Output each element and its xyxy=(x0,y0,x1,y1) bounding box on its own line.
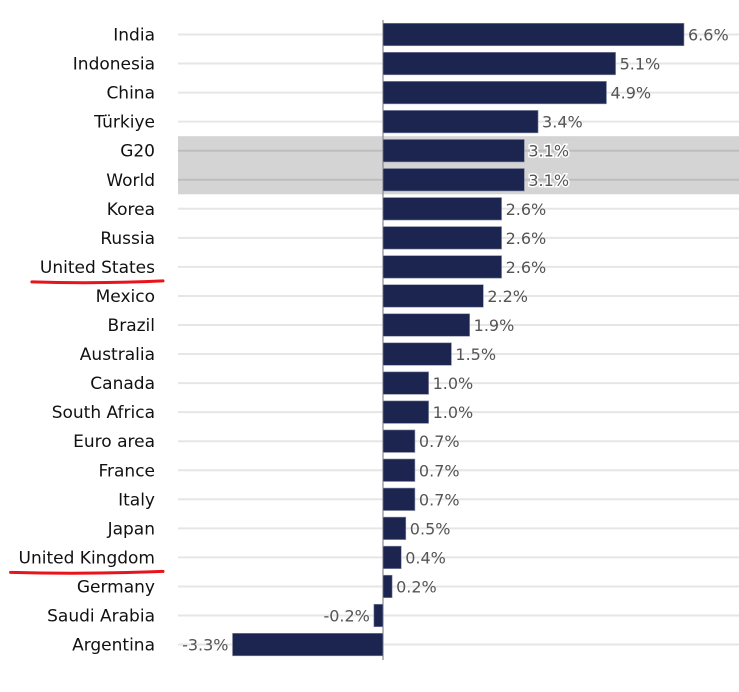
bar xyxy=(232,632,384,657)
category-label: Saudi Arabia xyxy=(47,607,155,627)
category-label: France xyxy=(98,461,155,481)
bar xyxy=(382,139,525,163)
data-label: 2.6% xyxy=(506,229,547,248)
data-label: 0.7% xyxy=(419,432,460,451)
data-label: 0.7% xyxy=(419,461,460,480)
data-label: 1.5% xyxy=(455,345,496,364)
bar xyxy=(382,168,525,192)
bar xyxy=(382,313,470,337)
category-label: Korea xyxy=(107,200,155,220)
category-label: G20 xyxy=(120,142,155,162)
bar xyxy=(382,81,607,105)
bar xyxy=(382,51,616,76)
bar xyxy=(382,429,416,453)
bar xyxy=(382,342,452,366)
bar xyxy=(382,284,484,308)
bar xyxy=(382,487,416,511)
category-label: Indonesia xyxy=(73,55,155,75)
data-label: 3.1% xyxy=(528,142,569,161)
bar xyxy=(382,516,407,540)
bar xyxy=(382,255,502,279)
red-underline xyxy=(30,279,165,285)
data-label: 1.9% xyxy=(474,316,515,335)
category-label: South Africa xyxy=(52,403,155,423)
bar xyxy=(382,458,416,482)
category-label: Brazil xyxy=(108,316,155,336)
bar xyxy=(382,110,539,134)
data-label: 2.6% xyxy=(506,258,547,277)
category-label: Japan xyxy=(107,519,155,539)
category-label: Argentina xyxy=(72,636,155,656)
category-label: India xyxy=(113,26,155,46)
bar xyxy=(382,574,393,599)
data-label: 0.7% xyxy=(419,490,460,509)
data-label: 1.0% xyxy=(433,374,474,393)
data-label: 3.4% xyxy=(542,113,583,132)
bar xyxy=(382,371,429,395)
data-label: -0.2% xyxy=(323,607,369,626)
data-label: 0.5% xyxy=(410,519,451,538)
data-label: 2.6% xyxy=(506,200,547,219)
category-label: Italy xyxy=(118,490,155,510)
category-label: World xyxy=(106,171,155,191)
category-label: United Kingdom xyxy=(19,548,155,568)
bar xyxy=(373,603,384,628)
bar xyxy=(382,545,402,569)
category-label: Mexico xyxy=(96,287,155,307)
data-label: 6.6% xyxy=(688,26,729,45)
bar xyxy=(382,22,685,47)
category-label: Russia xyxy=(100,229,155,249)
data-label: 1.0% xyxy=(433,403,474,422)
data-label: 5.1% xyxy=(620,55,661,74)
data-label: 4.9% xyxy=(610,84,651,103)
bar xyxy=(382,197,502,221)
category-label: Euro area xyxy=(73,432,155,452)
category-label: Australia xyxy=(80,345,155,365)
category-label: Canada xyxy=(90,374,155,394)
data-label: 0.2% xyxy=(396,577,437,596)
bar xyxy=(382,400,429,424)
bar xyxy=(382,226,502,250)
category-label: Türkiye xyxy=(93,113,155,133)
category-label: Germany xyxy=(77,577,155,597)
data-label: 0.4% xyxy=(405,548,446,567)
data-label: 3.1% xyxy=(528,171,569,190)
category-label: China xyxy=(106,84,155,104)
data-label: 2.2% xyxy=(487,287,528,306)
red-underline xyxy=(9,569,165,575)
data-label: -3.3% xyxy=(182,636,228,655)
category-label: United States xyxy=(40,258,155,278)
